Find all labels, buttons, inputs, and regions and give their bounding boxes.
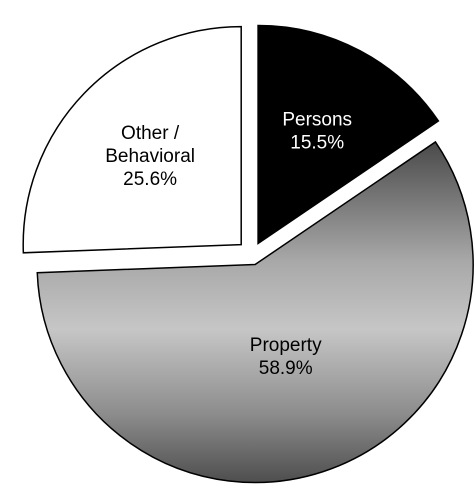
slice-property: Property 58.9% bbox=[36, 140, 474, 484]
slice-other-category-line2: Behavioral bbox=[105, 146, 195, 167]
slice-persons-category: Persons bbox=[282, 109, 352, 130]
slice-property-percent: 58.9% bbox=[259, 358, 313, 379]
slice-persons: Persons 15.5% bbox=[257, 24, 440, 245]
slice-persons-percent: 15.5% bbox=[290, 132, 344, 153]
slice-property-category: Property bbox=[250, 335, 322, 356]
slice-other-category-line1: Other / bbox=[121, 123, 180, 144]
slice-other-wedge bbox=[22, 25, 242, 254]
slice-other-percent: 25.6% bbox=[123, 169, 177, 190]
slice-persons-wedge bbox=[257, 24, 440, 245]
slice-property-wedge bbox=[36, 140, 474, 484]
slice-other: Other / Behavioral 25.6% bbox=[22, 25, 242, 254]
